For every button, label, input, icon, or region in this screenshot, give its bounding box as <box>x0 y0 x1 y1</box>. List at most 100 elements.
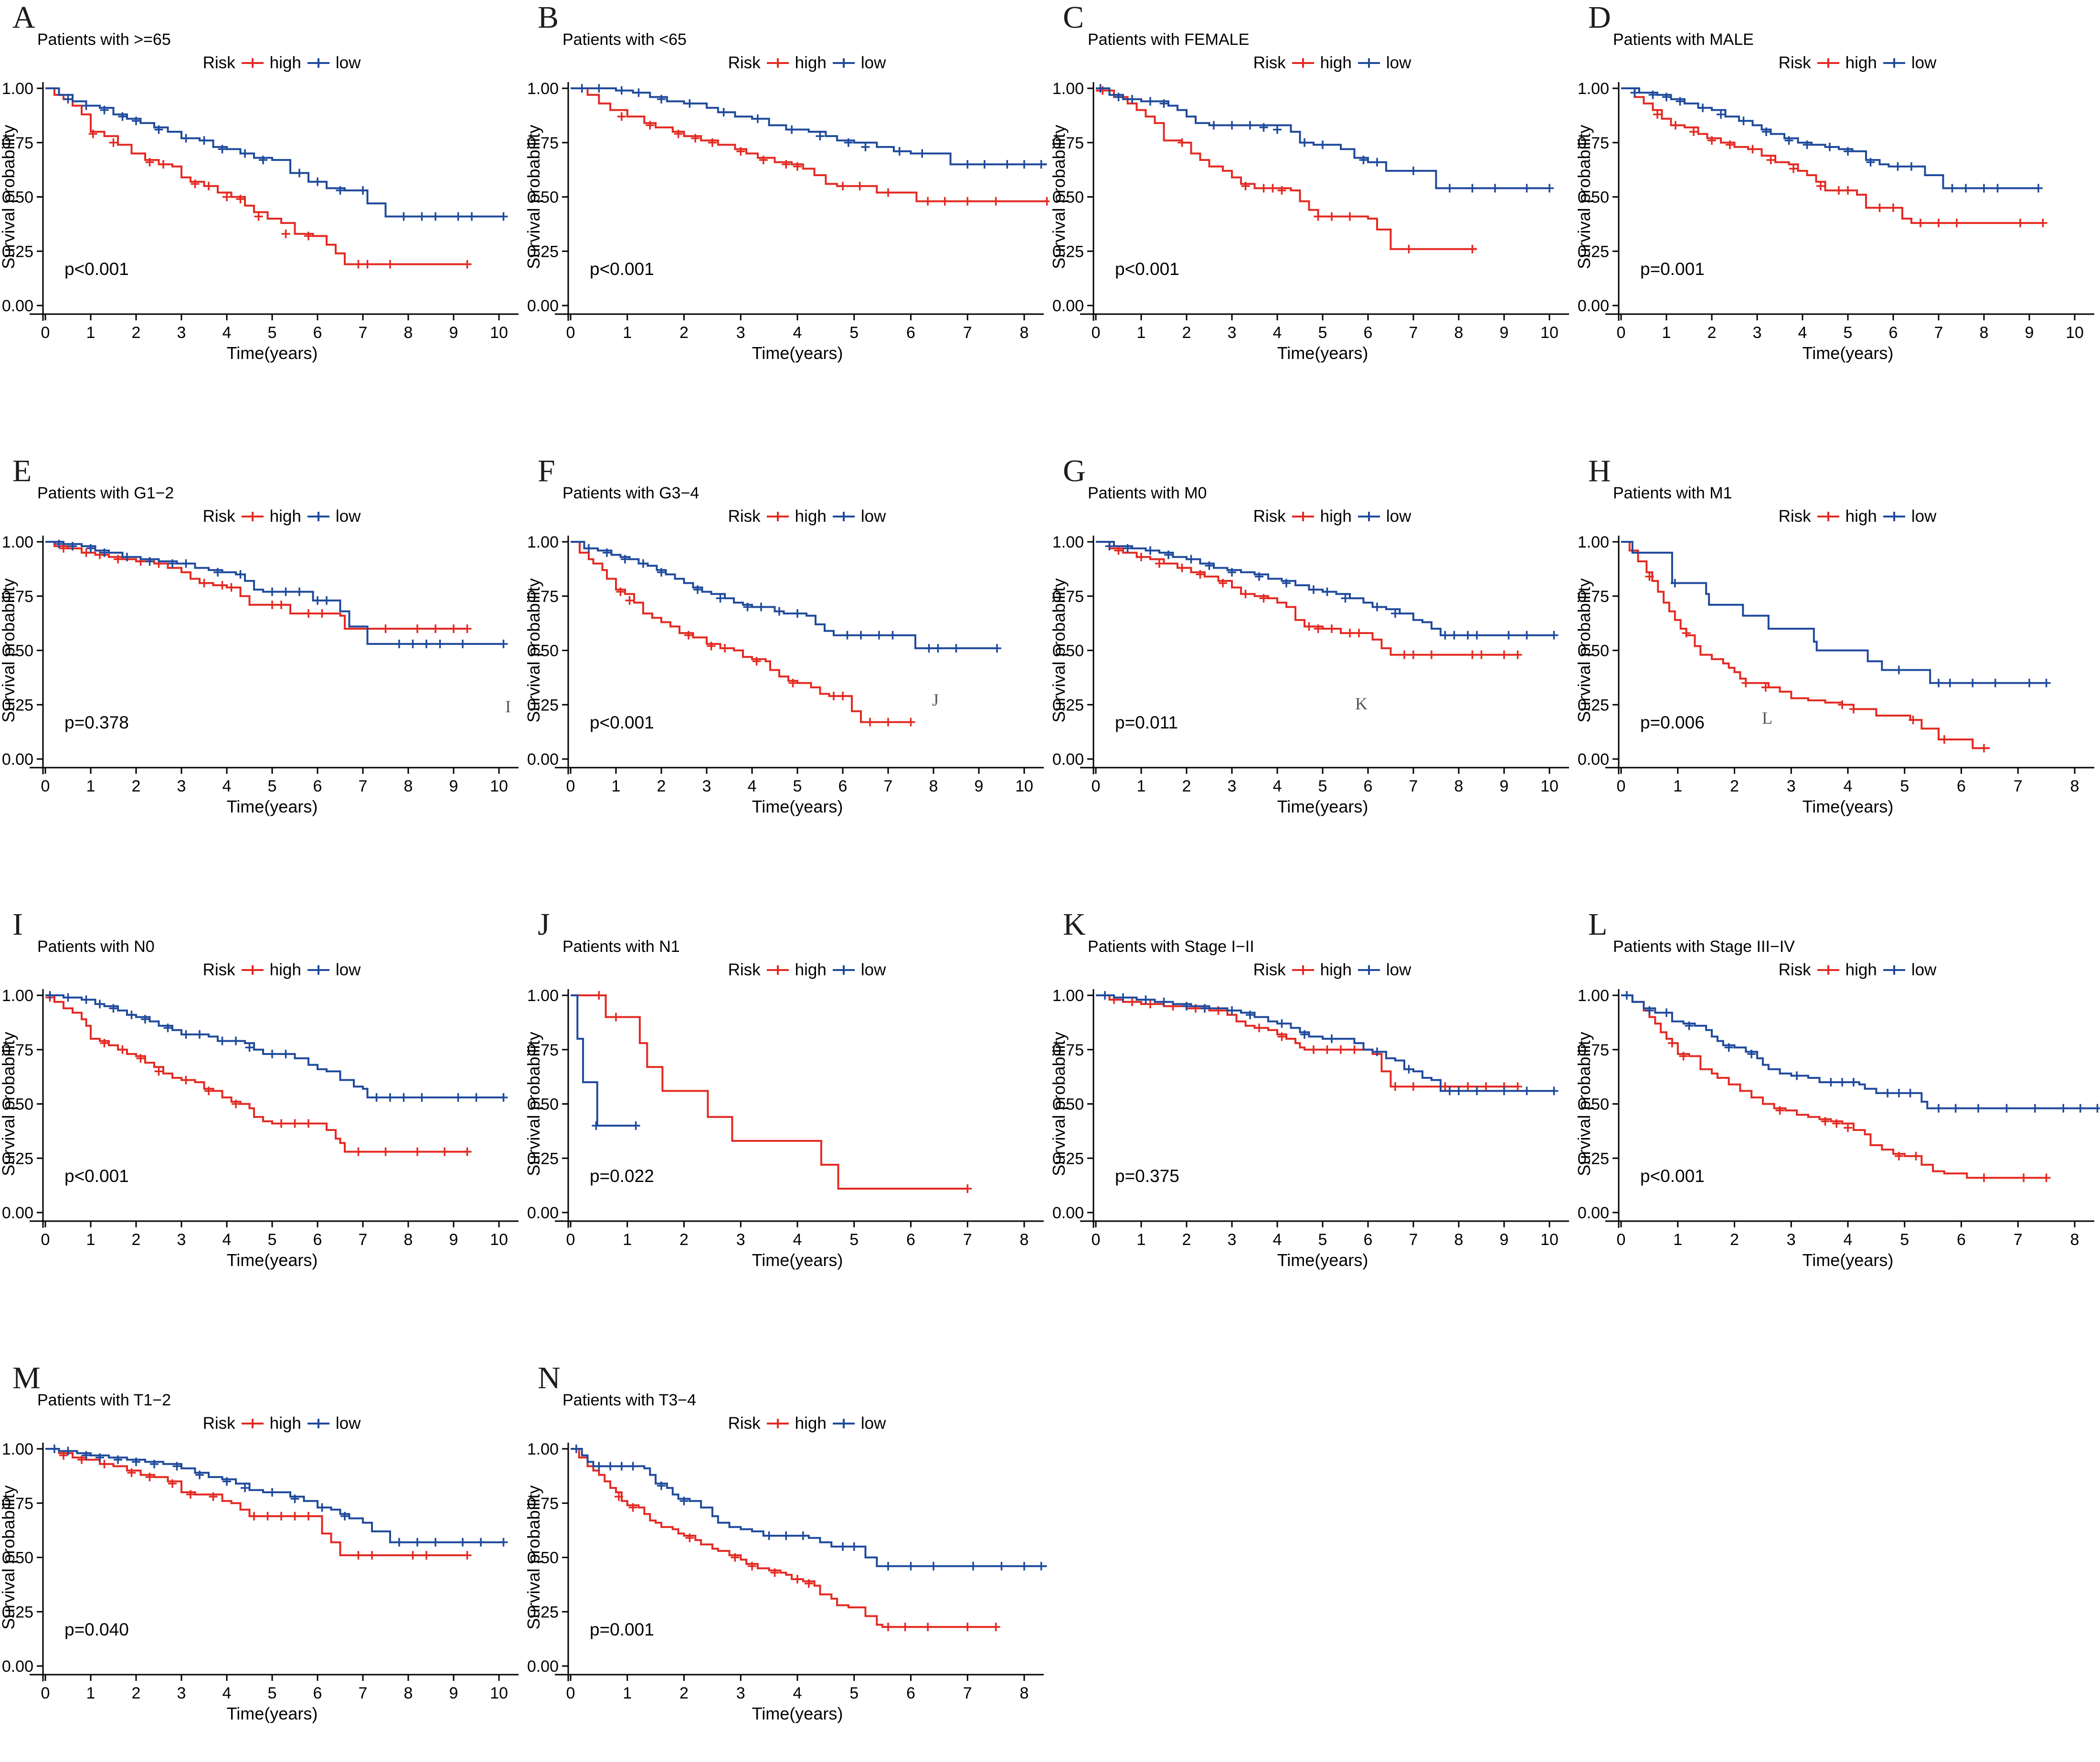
censor-mark-low <box>577 84 586 93</box>
y-tick-label: 0.75 <box>527 1495 559 1513</box>
censor-mark-high <box>1513 650 1522 659</box>
censor-mark-low <box>1146 546 1155 555</box>
panel-title: Patients with M1 <box>1613 484 1732 502</box>
risk-legend: Risk high low <box>602 507 1012 526</box>
censor-mark-low <box>245 1043 254 1052</box>
censor-mark-low <box>268 1049 276 1058</box>
censor-mark-low <box>952 644 961 653</box>
censor-mark-high <box>628 1503 637 1512</box>
p-value-label: p=0.011 <box>1115 713 1178 732</box>
x-tick-label: 2 <box>1182 1231 1191 1249</box>
censor-mark-low <box>1273 125 1282 134</box>
x-tick-label: 1 <box>1137 1231 1146 1249</box>
y-axis-title: Survival probability <box>1050 125 1069 269</box>
censor-mark-low <box>594 84 604 93</box>
risk-legend: Risk high low <box>1652 53 2063 73</box>
censor-mark-low <box>195 1470 204 1479</box>
y-tick-label: 1.00 <box>1578 987 1609 1005</box>
p-value-label: p<0.001 <box>590 713 654 732</box>
censor-mark-low <box>454 212 463 221</box>
censor-mark-low <box>798 1531 807 1540</box>
censor-mark-low <box>181 134 191 143</box>
censor-mark-high <box>1952 219 1961 228</box>
censor-mark-low <box>969 1562 978 1571</box>
censor-mark-low <box>54 539 64 549</box>
panel-letter: F <box>538 454 555 488</box>
x-tick-label: 1 <box>1137 324 1146 342</box>
km-plot: 0.00 0.25 0.50 0.75 1.00 0 1 2 3 4 5 6 7 8 9 10 Time(yea… <box>1576 80 2094 363</box>
censor-mark-low <box>1866 158 1875 167</box>
censor-mark-low <box>843 631 852 640</box>
censor-mark-low <box>95 1453 104 1462</box>
y-tick-label: 0.50 <box>2 189 33 207</box>
km-plot: 0.00 0.25 0.50 0.75 1.00 0 1 2 3 4 5 6 7 8 9 10 Time(yea… <box>1050 987 1569 1270</box>
censor-mark-high <box>1277 186 1286 195</box>
km-plot: 0.00 0.25 0.50 0.75 1.00 0 1 2 3 4 5 6 7 8 Time(years)… <box>525 1440 1047 1723</box>
censor-mark-low <box>716 594 725 603</box>
censor-mark-low <box>281 587 290 596</box>
legend-high-marker-icon <box>1292 512 1314 521</box>
y-tick-label: 0.25 <box>527 1150 559 1168</box>
censor-mark-low <box>64 95 73 104</box>
legend-high-marker-icon <box>766 1419 789 1428</box>
censor-mark-high <box>884 1623 892 1632</box>
legend-high-marker-icon <box>766 512 789 521</box>
censor-mark-low <box>454 1093 463 1102</box>
p-value-label: p<0.001 <box>590 259 654 279</box>
censor-mark-high <box>281 229 290 238</box>
legend-low-label: low <box>860 1414 886 1433</box>
y-tick-label: 0.50 <box>527 189 559 207</box>
censor-mark-low <box>603 548 611 557</box>
censor-mark-high <box>354 260 363 269</box>
censor-mark-low <box>259 156 267 165</box>
censor-mark-low <box>123 552 131 561</box>
censor-mark-low <box>1246 121 1254 130</box>
censor-mark-low <box>1724 1043 1733 1052</box>
censor-mark-low <box>218 145 227 154</box>
censor-mark-low <box>82 995 91 1004</box>
censor-mark-high <box>2038 219 2047 228</box>
censor-mark-low <box>861 142 870 151</box>
legend-high-label: high <box>269 1414 301 1433</box>
censor-mark-low <box>458 1538 467 1547</box>
x-tick-label: 7 <box>963 324 972 342</box>
censor-mark-low <box>1404 1065 1413 1074</box>
censor-mark-high <box>804 1579 813 1588</box>
x-tick-label: 2 <box>1182 324 1191 342</box>
x-tick-label: 5 <box>793 777 802 795</box>
censor-mark-high <box>218 581 227 590</box>
censor-mark-low <box>2030 1104 2039 1113</box>
x-tick-label: 10 <box>490 1684 508 1702</box>
x-axis-title: Time(years) <box>752 1704 843 1723</box>
y-tick-label: 0.25 <box>2 243 33 261</box>
censor-mark-high <box>1241 590 1250 599</box>
censor-mark-high <box>884 717 892 727</box>
censor-mark-high <box>906 717 915 727</box>
y-tick-label: 1.00 <box>1052 80 1084 98</box>
x-tick-label: 9 <box>975 777 984 795</box>
censor-mark-high <box>1482 1082 1490 1091</box>
censor-mark-low <box>1441 631 1450 640</box>
y-tick-label: 1.00 <box>1052 987 1084 1005</box>
censor-mark-high <box>685 1533 694 1542</box>
y-tick-label: 1.00 <box>527 987 559 1005</box>
km-curve-low <box>1621 87 2038 190</box>
x-tick-label: 7 <box>1409 777 1418 795</box>
censor-mark-high <box>991 197 1000 206</box>
censor-mark-low <box>64 1446 73 1456</box>
censor-mark-high <box>617 112 626 121</box>
censor-mark-high <box>1849 705 1858 714</box>
censor-mark-low <box>1991 678 2000 687</box>
censor-mark-low <box>2002 1104 2011 1113</box>
censor-mark-low <box>431 212 440 221</box>
censor-mark-low <box>1037 1562 1046 1571</box>
censor-mark-low <box>1784 136 1793 145</box>
x-tick-label: 1 <box>1662 324 1671 342</box>
risk-legend: Risk high low <box>602 1414 1012 1433</box>
censor-mark-low <box>127 1010 136 1019</box>
x-tick-label: 1 <box>623 1684 632 1702</box>
censor-mark-high <box>731 1553 740 1562</box>
censor-mark-low <box>2093 1104 2100 1113</box>
censor-mark-low <box>1951 1104 1960 1113</box>
x-tick-label: 6 <box>1364 777 1373 795</box>
